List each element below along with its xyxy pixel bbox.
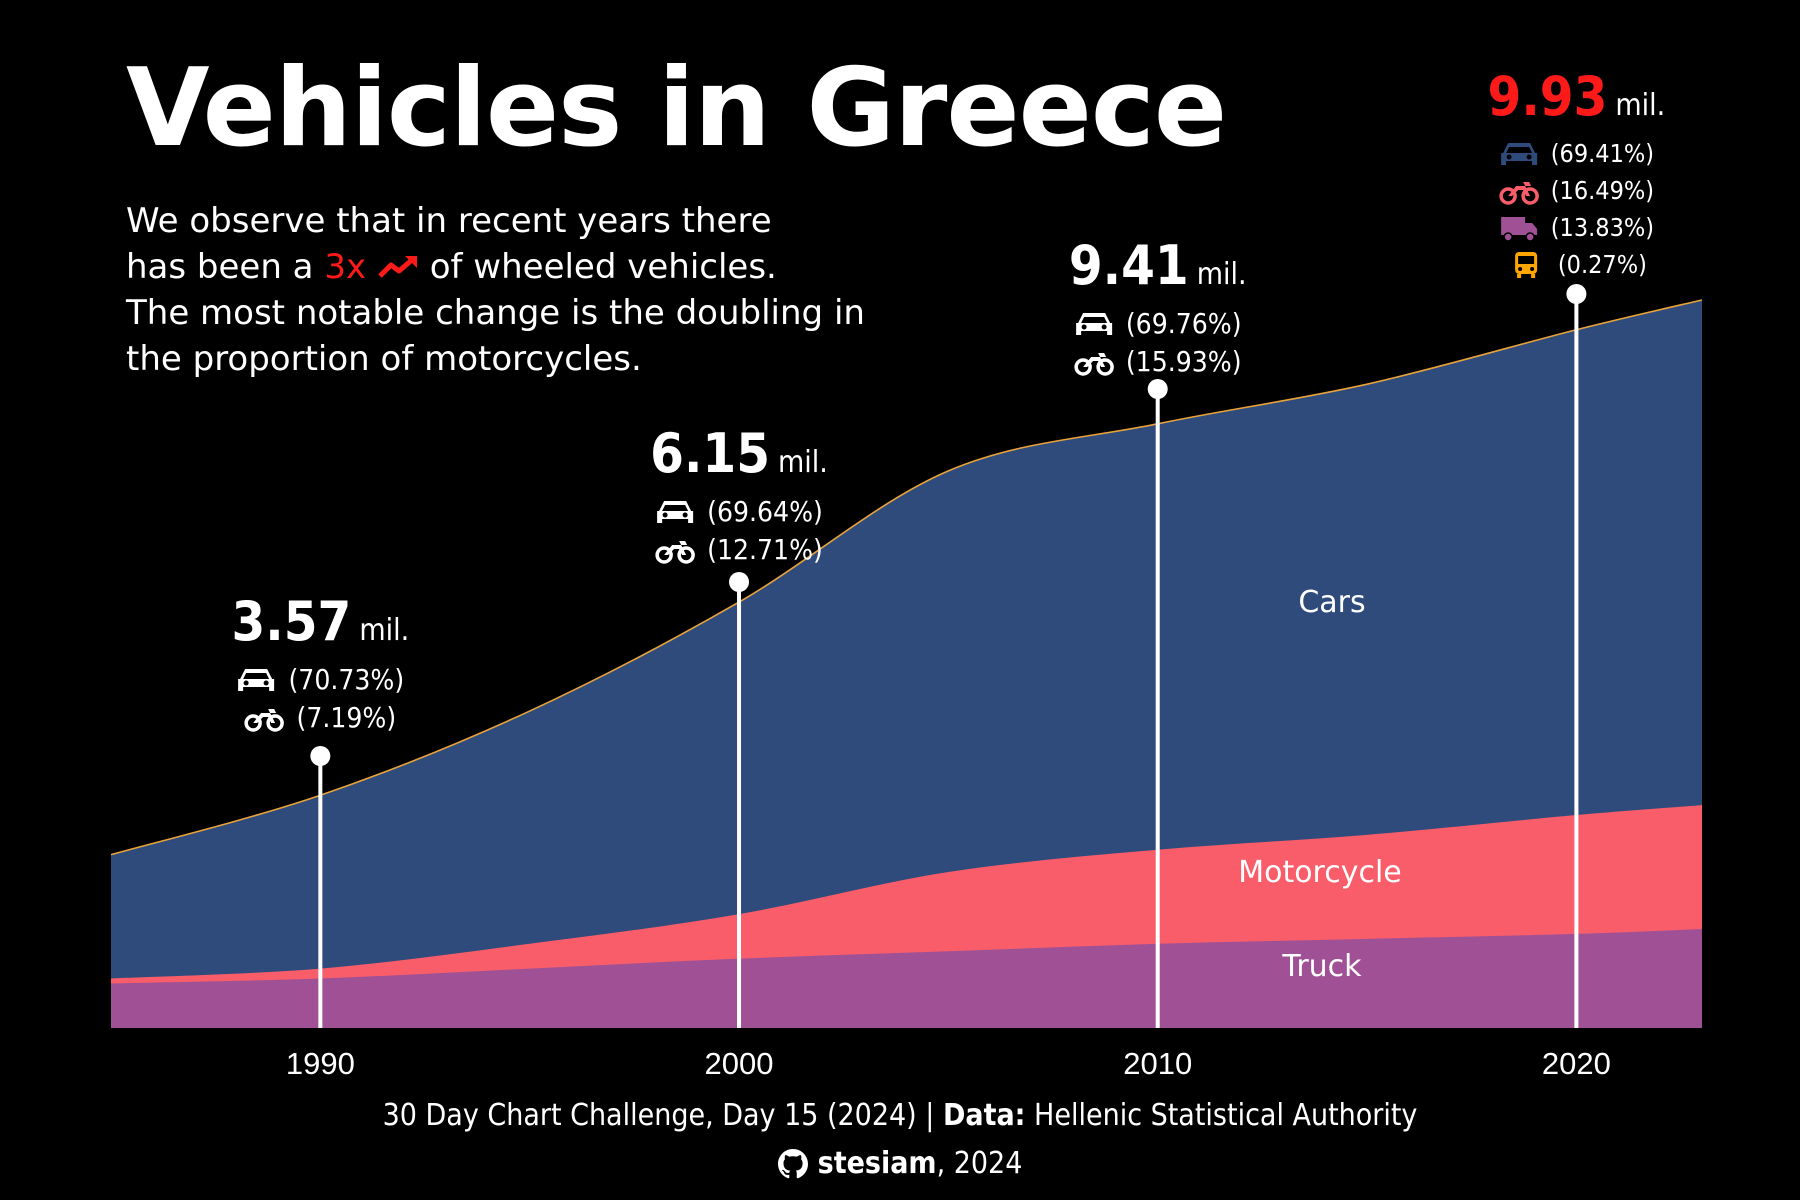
callout-bus-row: (0.27%): [1488, 246, 1666, 283]
callout-cars-row: (69.76%): [1069, 305, 1247, 343]
callout-cars-row: (70.73%): [231, 661, 409, 699]
car-icon: [238, 669, 275, 691]
callout-cars-row: (69.64%): [650, 493, 828, 531]
callout-total: 9.93 mil.: [1488, 68, 1666, 135]
growth-highlight: 3x: [324, 247, 367, 287]
motorcycle-icon: [1074, 353, 1114, 376]
callout-motorcycle-row: (7.19%): [231, 699, 409, 737]
truck-icon: [1500, 216, 1537, 242]
caption: 30 Day Chart Challenge, Day 15 (2024) | …: [0, 1098, 1800, 1133]
motorcycle-icon: [1498, 181, 1539, 205]
callout-total: 3.57 mil.: [231, 592, 409, 661]
car-icon: [1075, 313, 1112, 335]
callout-motorcycle-share: (15.93%): [1125, 345, 1242, 378]
callout-2020: 9.93 mil. (69.41%) (16.49%) (13.83%) (0.27%): [1488, 68, 1666, 283]
callout-motorcycle-row: (12.71%): [650, 531, 828, 569]
x-tick-1990: 1990: [286, 1046, 355, 1081]
stem-dot-2000: [729, 572, 750, 592]
chart-title: Vehicles in Greece: [126, 46, 1227, 171]
callout-bus-share: (0.27%): [1557, 250, 1647, 279]
callout-motorcycle-row: (16.49%): [1488, 172, 1666, 209]
series-label-cars: Cars: [1298, 585, 1365, 620]
x-tick-2020: 2020: [1542, 1046, 1611, 1081]
series-label-truck: Truck: [1281, 949, 1362, 984]
callout-cars-share: (70.73%): [288, 663, 405, 696]
credit-year: , 2024: [936, 1146, 1023, 1181]
bus-icon: [1514, 251, 1537, 278]
subtitle-line-2-pre: has been a: [126, 247, 325, 287]
callout-motorcycle-share: (16.49%): [1550, 176, 1655, 205]
callout-cars-share: (69.76%): [1125, 307, 1242, 340]
subtitle-line-1: We observe that in recent years there: [126, 201, 772, 241]
motorcycle-icon: [244, 709, 285, 732]
callout-total-value: 3.57: [231, 590, 352, 653]
caption-pre: 30 Day Chart Challenge, Day 15 (2024) |: [382, 1098, 943, 1133]
stem-dot-1990: [310, 746, 331, 766]
stem-dot-2020: [1566, 284, 1587, 304]
callout-truck-share: (13.83%): [1550, 213, 1655, 242]
callout-cars-share: (69.64%): [707, 495, 823, 528]
callout-motorcycle-share: (7.19%): [296, 701, 397, 734]
caption-data-label: Data:: [942, 1098, 1026, 1133]
callout-unit: mil.: [1196, 257, 1247, 292]
subtitle-line-3: The most notable change is the doubling …: [126, 293, 865, 333]
github-icon: [777, 1148, 808, 1178]
callout-unit: mil.: [1615, 88, 1666, 123]
x-tick-2010: 2010: [1123, 1046, 1192, 1081]
area-truck: [111, 928, 1702, 1028]
callout-total-value: 9.41: [1068, 234, 1189, 297]
callout-motorcycle-share: (12.71%): [707, 533, 823, 566]
callout-truck-row: (13.83%): [1488, 209, 1666, 246]
x-axis: 1990 2000 2010 2020: [286, 1046, 1611, 1081]
total-outline: [110, 299, 1703, 856]
subtitle-line-2-post: of wheeled vehicles.: [418, 247, 777, 287]
car-icon: [657, 501, 694, 523]
callout-total-value: 6.15: [650, 422, 771, 485]
motorcycle-icon: [655, 541, 695, 564]
callout-1990: 3.57 mil. (70.73%) (7.19%): [231, 592, 409, 737]
year-stems: [310, 284, 1587, 1028]
trend-up-icon: [378, 256, 417, 278]
series-labels: Cars Motorcycle Truck: [1238, 585, 1402, 984]
credit: stesiam, 2024: [0, 1146, 1800, 1181]
series-label-motorcycle: Motorcycle: [1238, 855, 1402, 890]
car-icon: [1500, 142, 1537, 165]
callout-total: 6.15 mil.: [650, 424, 828, 493]
callout-total-value: 9.93: [1487, 65, 1608, 128]
area-layers: [110, 299, 1703, 1028]
credit-handle: stesiam: [817, 1146, 937, 1181]
subtitle-line-4: the proportion of motorcycles.: [126, 339, 642, 379]
callout-2000: 6.15 mil. (69.64%) (12.71%): [650, 424, 828, 569]
subtitle-line-2: has been a 3x of wheeled vehicles.: [126, 244, 886, 290]
callout-unit: mil.: [778, 445, 828, 480]
callout-cars-row: (69.41%): [1488, 135, 1666, 172]
callout-motorcycle-row: (15.93%): [1069, 343, 1247, 381]
callout-cars-share: (69.41%): [1550, 139, 1655, 168]
caption-source: Hellenic Statistical Authority: [1025, 1098, 1418, 1133]
chart-subtitle: We observe that in recent years there ha…: [126, 198, 886, 382]
callout-2010: 9.41 mil. (69.76%) (15.93%): [1069, 236, 1247, 381]
stem-dot-2010: [1147, 379, 1168, 399]
x-tick-2000: 2000: [705, 1046, 774, 1081]
callout-unit: mil.: [359, 613, 410, 648]
callout-total: 9.41 mil.: [1069, 236, 1247, 305]
